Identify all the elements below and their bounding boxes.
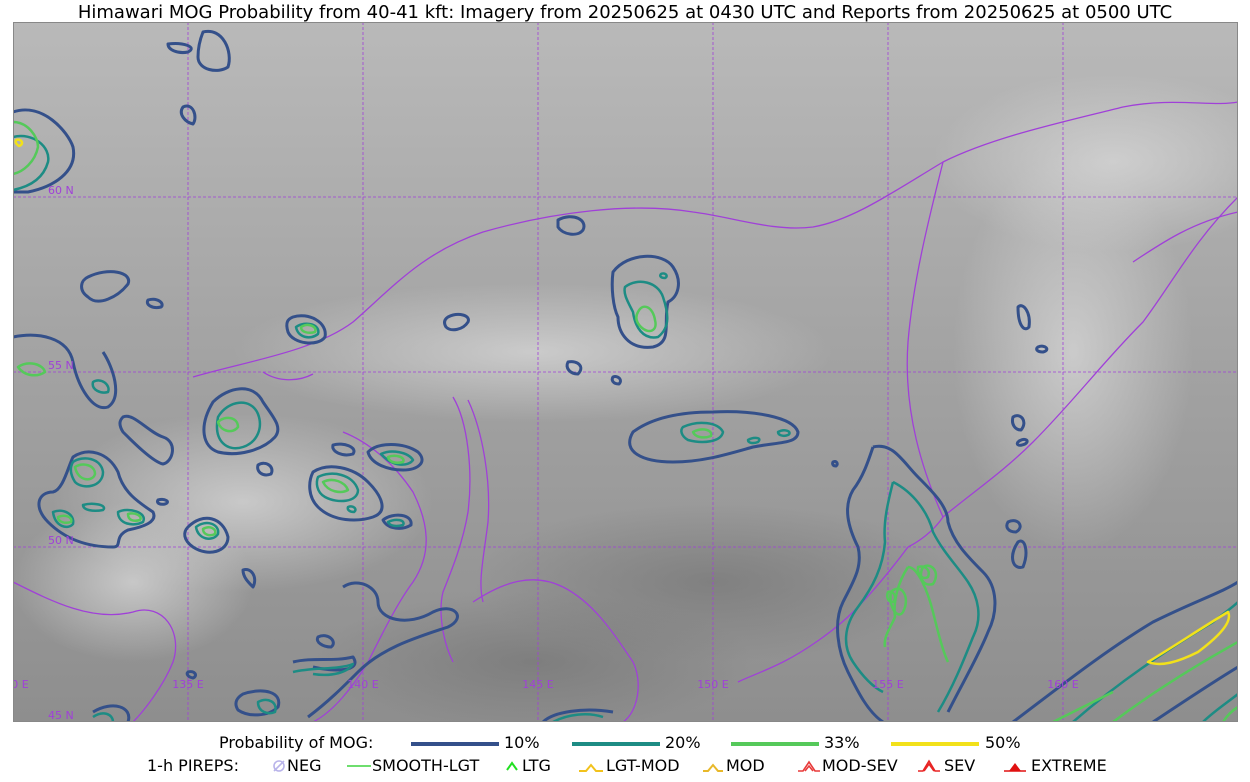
- kamchatka-east-coast: [942, 196, 1238, 518]
- swatch-10-percent: [411, 742, 499, 746]
- pireps-legend-title: 1-h PIREPS:: [147, 756, 239, 775]
- lon-label-160: 160 E: [1047, 678, 1078, 691]
- contour-10-percent: [13, 29, 1238, 722]
- neg-icon: [273, 760, 285, 772]
- pirep-label-neg: NEG: [287, 756, 322, 775]
- legend-label-33-percent: 33%: [824, 733, 860, 752]
- swatch-50-percent: [891, 742, 979, 746]
- pirep-label-extreme: EXTREME: [1031, 756, 1107, 775]
- longitude-labels: 130 E 135 E 140 E 145 E 150 E 155 E 160 …: [13, 678, 1079, 691]
- probability-legend: Probability of MOG: 10% 20% 33% 50%: [0, 732, 1250, 754]
- sakhalin-east: [467, 399, 490, 603]
- cloud-texture: [13, 72, 1238, 722]
- hokkaido-coast: [472, 579, 639, 722]
- lat-label-50: 50 N: [48, 534, 74, 547]
- sev-icon: [918, 759, 940, 772]
- pirep-label-sev: SEV: [944, 756, 976, 775]
- legend-label-10-percent: 10%: [504, 733, 540, 752]
- pirep-label-mod: MOD: [726, 756, 765, 775]
- swatch-33-percent: [731, 742, 819, 746]
- satellite-map: 60 N 55 N 50 N 45 N 130 E 135 E 140 E 14…: [13, 22, 1238, 722]
- mod-icon: [703, 763, 723, 772]
- latitude-labels: 60 N 55 N 50 N 45 N: [48, 184, 74, 722]
- okhotsk-coast: [192, 101, 1238, 378]
- anadyr-coast: [1132, 211, 1238, 263]
- kamchatka-south-coast: [907, 516, 944, 548]
- pireps-legend: 1-h PIREPS: NEG SMOOTH-LGT LTG LGT-MOD M…: [0, 755, 1250, 777]
- lon-label-150: 150 E: [697, 678, 728, 691]
- lon-label-135: 135 E: [172, 678, 203, 691]
- lat-label-55: 55 N: [48, 359, 74, 372]
- pirep-label-mod-sev: MOD-SEV: [822, 756, 898, 775]
- contour-50-percent: [14, 138, 1231, 666]
- ltg-icon: [506, 761, 518, 771]
- map-title: Himawari MOG Probability from 40-41 kft:…: [77, 2, 1173, 23]
- legend-label-20-percent: 20%: [665, 733, 701, 752]
- lat-label-60: 60 N: [48, 184, 74, 197]
- pirep-label-lgt-mod: LGT-MOD: [606, 756, 680, 775]
- swatch-20-percent: [572, 742, 660, 746]
- lon-label-145: 145 E: [522, 678, 553, 691]
- lon-label-140: 140 E: [347, 678, 378, 691]
- lgt-mod-icon: [579, 763, 603, 772]
- lon-label-155: 155 E: [872, 678, 903, 691]
- kuril-chain: [737, 546, 909, 683]
- mod-sev-icon: [798, 760, 820, 772]
- lat-label-45: 45 N: [48, 709, 74, 722]
- grid-lines: [13, 22, 1238, 722]
- lon-label-130: 130 E: [13, 678, 29, 691]
- contour-33-percent: [13, 120, 1238, 722]
- mainland-west: [13, 581, 177, 722]
- map-frame: [13, 22, 1238, 722]
- sakhalin-west: [440, 396, 471, 663]
- probability-legend-title: Probability of MOG:: [219, 733, 374, 752]
- kamchatka-west-coast: [906, 161, 944, 518]
- extreme-icon: [1004, 763, 1026, 772]
- pirep-label-ltg: LTG: [522, 756, 551, 775]
- smooth-lgt-icon: [347, 765, 371, 767]
- legend-label-50-percent: 50%: [985, 733, 1021, 752]
- shantar-islands: [262, 371, 314, 381]
- pirep-label-smooth-lgt: SMOOTH-LGT: [372, 756, 480, 775]
